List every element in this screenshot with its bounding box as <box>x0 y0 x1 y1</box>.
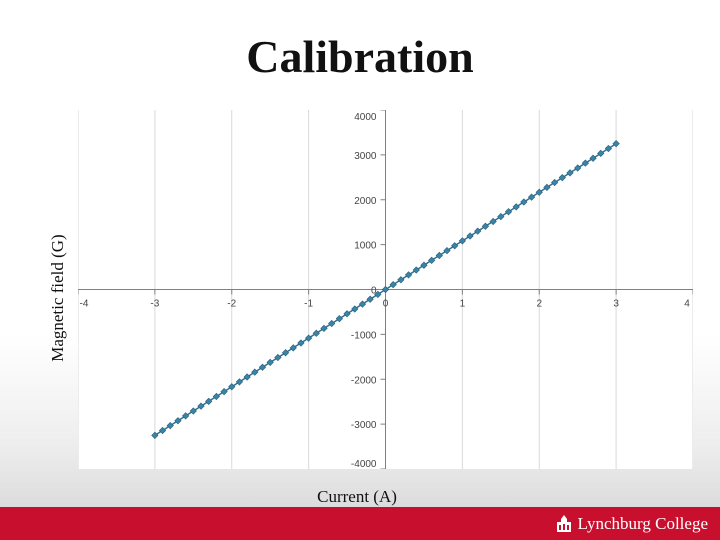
data-point <box>497 212 505 221</box>
x-tick-label: -3 <box>150 299 159 310</box>
data-point <box>312 329 320 337</box>
data-point <box>397 276 405 284</box>
data-point <box>574 164 582 172</box>
data-point <box>474 227 482 235</box>
data-point <box>366 295 374 303</box>
data-point <box>158 426 167 435</box>
x-tick-label: 3 <box>613 299 619 310</box>
y-tick-label: 2000 <box>354 196 377 207</box>
data-point <box>220 387 228 396</box>
data-point <box>358 300 367 308</box>
data-point <box>466 232 474 240</box>
data-point <box>235 378 244 386</box>
data-point <box>566 169 574 177</box>
chart-svg: -4 -3 -2 -1 0 1 2 3 4 -4000 -3000 -2000 -1000 0 1000 20… <box>78 110 693 469</box>
data-point <box>281 349 290 357</box>
data-point <box>258 363 267 371</box>
data-point <box>374 290 382 298</box>
data-point <box>527 193 536 201</box>
data-point <box>151 431 159 439</box>
data-point <box>381 285 390 294</box>
data-point <box>274 353 282 362</box>
y-tick-label: -1000 <box>351 330 377 341</box>
data-point <box>543 183 551 192</box>
data-point <box>535 188 543 196</box>
x-tick-label: 4 <box>684 299 690 310</box>
data-point <box>205 397 213 405</box>
x-tick-label: 2 <box>536 299 542 310</box>
data-point <box>389 281 397 289</box>
logo-text: Lynchburg College <box>577 514 708 533</box>
x-tick-label: -2 <box>227 299 236 310</box>
data-point <box>604 144 613 153</box>
y-tick-label: 0 <box>371 286 377 297</box>
data-point <box>404 271 413 279</box>
data-point <box>551 178 559 187</box>
x-tick-label: -1 <box>304 299 313 310</box>
data-point <box>320 324 328 333</box>
data-point <box>597 149 605 158</box>
data-point <box>489 217 497 226</box>
data-point <box>297 339 305 347</box>
data-point <box>212 392 220 401</box>
chart-plot-area: -4 -3 -2 -1 0 1 2 3 4 -4000 -3000 -2000 -1000 0 1000 20… <box>78 110 693 469</box>
data-point <box>481 222 490 230</box>
data-point <box>243 373 251 381</box>
y-tick-label: 4000 <box>354 112 377 123</box>
college-logo: Lynchburg College <box>554 512 708 536</box>
data-point <box>412 266 420 274</box>
x-tick-label: -4 <box>80 299 89 310</box>
data-point <box>581 159 589 167</box>
data-point <box>182 412 190 420</box>
data-point <box>266 358 274 367</box>
data-point <box>504 208 513 216</box>
data-point <box>428 256 436 264</box>
data-point <box>451 242 459 250</box>
y-tick-label: -3000 <box>351 420 377 431</box>
x-tick-label: 0 <box>383 299 389 310</box>
data-point <box>612 140 620 148</box>
data-point <box>443 246 451 255</box>
data-point <box>458 237 466 245</box>
data-point <box>251 368 259 376</box>
data-point <box>589 154 597 162</box>
data-point <box>174 417 182 425</box>
data-point <box>328 319 336 328</box>
data-point <box>343 310 351 318</box>
data-point <box>166 421 174 430</box>
slide-title: Calibration <box>246 31 474 82</box>
data-point <box>289 344 297 352</box>
college-building-icon <box>556 515 571 532</box>
data-point <box>197 402 205 410</box>
x-axis-label: Current (A) <box>317 487 397 506</box>
data-point <box>512 203 520 211</box>
data-point <box>228 383 236 391</box>
data-point <box>351 305 359 313</box>
data-point <box>335 315 343 323</box>
data-point <box>520 198 528 206</box>
footer-bar: Lynchburg College <box>0 507 720 540</box>
data-point <box>558 174 566 182</box>
x-tick-label: 1 <box>460 299 466 310</box>
y-tick-label: -4000 <box>351 459 377 469</box>
data-point <box>420 261 428 269</box>
data-point <box>189 407 197 415</box>
y-tick-label: 1000 <box>354 241 377 252</box>
y-tick-label: 3000 <box>354 151 377 162</box>
data-point <box>305 334 313 342</box>
y-tick-label: -2000 <box>351 375 377 386</box>
y-axis-label: Magnetic field (G) <box>48 234 67 362</box>
data-point <box>435 251 443 260</box>
